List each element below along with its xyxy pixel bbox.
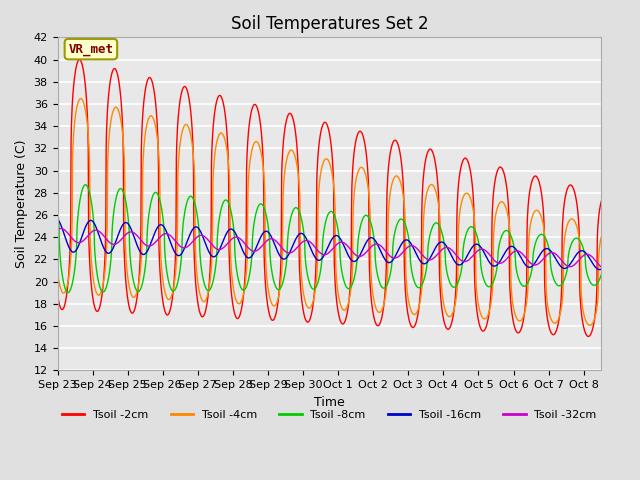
X-axis label: Time: Time [314, 396, 345, 408]
Legend: Tsoil -2cm, Tsoil -4cm, Tsoil -8cm, Tsoil -16cm, Tsoil -32cm: Tsoil -2cm, Tsoil -4cm, Tsoil -8cm, Tsoi… [58, 406, 601, 425]
Text: VR_met: VR_met [68, 43, 113, 56]
Y-axis label: Soil Temperature (C): Soil Temperature (C) [15, 140, 28, 268]
Title: Soil Temperatures Set 2: Soil Temperatures Set 2 [230, 15, 428, 33]
